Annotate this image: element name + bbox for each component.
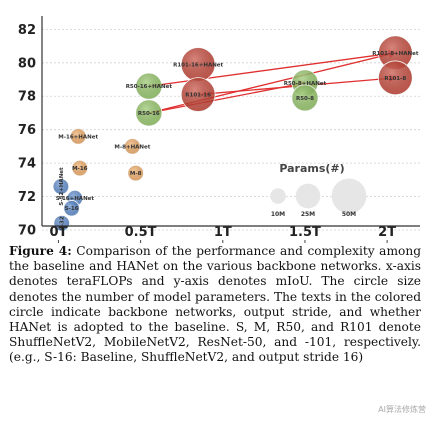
y-tick-label: 74 <box>18 157 36 172</box>
y-tick-label: 80 <box>18 56 36 71</box>
data-bubbles <box>52 35 413 232</box>
data-point-shade <box>72 160 88 176</box>
legend-label: 10M <box>271 211 285 218</box>
x-tick-label: 1T <box>214 225 232 240</box>
legend: Params(#) 10M 25M 50M <box>270 162 367 218</box>
bubble-label: R101-16+HANet <box>173 62 223 68</box>
data-point-shade <box>53 215 70 232</box>
bubble-label: M-16+HANet <box>58 134 98 140</box>
data-point-shade <box>181 77 216 112</box>
x-tick-label: 0T <box>49 225 67 240</box>
watermark-text: AI算法修炼营 <box>378 405 426 414</box>
bubble-label: R101-8+HANet <box>372 51 419 57</box>
data-point-shade <box>181 47 216 82</box>
y-tick-label: 70 <box>18 223 36 238</box>
legend-size-marker <box>295 183 321 209</box>
data-point-shade <box>63 200 80 217</box>
legend-title: Params(#) <box>279 162 344 175</box>
y-tick-label: 82 <box>18 23 36 38</box>
caption-figure-label: Figure 4: <box>9 244 72 258</box>
legend-label: 25M <box>301 211 315 218</box>
bubble-label: R101-16 <box>185 93 211 99</box>
data-point-shade <box>291 84 319 111</box>
data-point-shade <box>70 128 86 145</box>
bubble-label: S-16+HANet <box>56 196 95 202</box>
data-point-shade <box>124 138 141 155</box>
legend-label: 50M <box>342 211 356 218</box>
bubble-label: M-8 <box>130 171 142 177</box>
bubble-label: S-32 <box>60 216 66 230</box>
y-tick-label: 78 <box>18 90 36 105</box>
data-point-shade <box>135 73 162 100</box>
data-point-shade <box>53 178 69 195</box>
bubble-label: R101-8 <box>384 76 406 82</box>
x-tick-label: 1.5T <box>289 225 321 240</box>
bubble-label: S-32+HANet <box>59 167 65 206</box>
y-tick-label: 72 <box>18 190 36 205</box>
data-point-shade <box>135 99 162 127</box>
axes: 70 72 74 76 78 80 82 0T 0.5T 1T 1.5T 2T <box>18 16 420 243</box>
data-point-shade <box>127 165 144 181</box>
legend-size-marker <box>331 178 367 214</box>
bubble-label: R50-8 <box>296 96 314 102</box>
bubble-label: R50-16 <box>138 111 160 117</box>
bubble-label: S-16 <box>65 206 79 212</box>
bubble-label: R50-8+HANet <box>284 81 327 87</box>
data-point-shade <box>378 35 413 70</box>
bubble-label: M-16 <box>72 166 88 172</box>
bubble-label: R50-16+HANet <box>126 84 173 90</box>
grid-lines <box>42 28 420 231</box>
legend-size-marker <box>270 188 286 204</box>
bubble-label: M-8+HANet <box>114 144 150 150</box>
y-tick-label: 76 <box>18 123 36 138</box>
data-point-shade <box>378 60 413 95</box>
x-tick-label: 2T <box>378 225 396 240</box>
caption-text: Comparison of the performance and comple… <box>9 244 421 365</box>
x-tick-label: 0.5T <box>125 225 157 240</box>
figure-caption: Figure 4: Comparison of the performance … <box>9 244 421 366</box>
